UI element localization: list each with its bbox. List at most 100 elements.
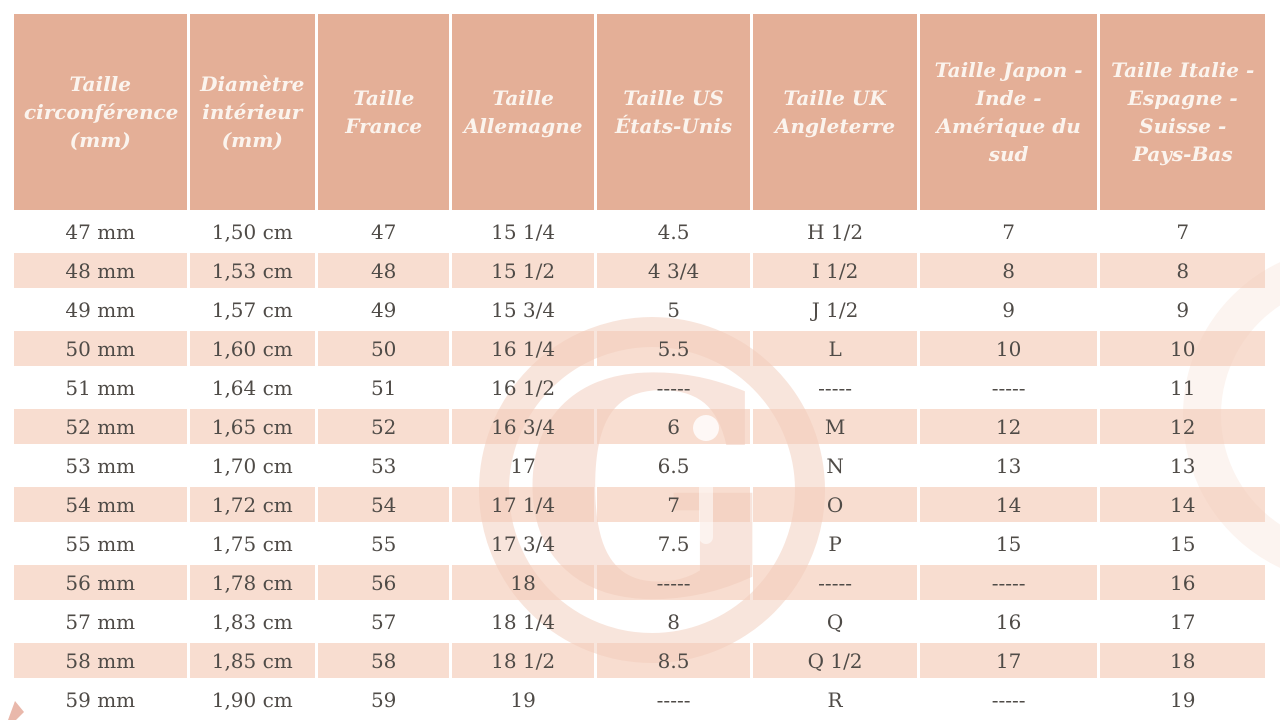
cell-value: 15 1/4 (491, 219, 556, 244)
cell-us: ----- (596, 565, 751, 600)
table-row: 56 mm 1,78 cm 56 18 ----- ----- ----- 16 (14, 565, 1265, 600)
cell-value: 9 (1176, 297, 1190, 322)
cell-inner-diameter: 1,85 cm (189, 643, 315, 678)
cell-circumference: 49 mm (14, 292, 187, 327)
cell-japan-india-south-america: 15 (920, 526, 1098, 561)
cell-italy-spain-switzerland-netherlands: 11 (1100, 370, 1265, 405)
column-header-italy-spain-switzerland-netherlands: Taille Italie - Espagne - Suisse - Pays-… (1100, 14, 1265, 210)
cell-germany: 15 3/4 (452, 292, 593, 327)
cell-value: 13 (1169, 453, 1196, 478)
cell-circumference: 55 mm (14, 526, 187, 561)
cell-uk: N (753, 448, 917, 483)
cell-us: 7 (596, 487, 751, 522)
table-body: 47 mm 1,50 cm 47 15 1/4 4.5 H 1/2 7 7 48… (14, 214, 1265, 717)
cell-value: 1,90 cm (211, 687, 293, 712)
cell-value: 1,65 cm (211, 414, 293, 439)
cell-value: ----- (656, 687, 691, 712)
cell-france: 57 (318, 604, 449, 639)
column-header-label: Taille US États-Unis (615, 86, 733, 138)
cell-value: 6 (667, 414, 680, 439)
cell-value: 54 (370, 492, 397, 517)
cell-inner-diameter: 1,53 cm (189, 253, 315, 288)
table-row: 54 mm 1,72 cm 54 17 1/4 7 O 14 14 (14, 487, 1265, 522)
cell-italy-spain-switzerland-netherlands: 14 (1100, 487, 1265, 522)
cell-inner-diameter: 1,90 cm (190, 682, 315, 717)
cell-value: 11 (1169, 375, 1196, 400)
cell-uk: O (753, 487, 917, 522)
cell-value: 17 1/4 (491, 492, 556, 517)
cell-value: ----- (818, 375, 852, 400)
cell-value: 57 mm (65, 609, 136, 634)
cell-uk: P (753, 526, 917, 561)
cell-value: 1,78 cm (211, 570, 293, 595)
cell-value: 4.5 (657, 219, 690, 244)
cell-japan-india-south-america: 8 (919, 253, 1098, 288)
cell-value: 48 (370, 258, 397, 283)
column-header-label: Taille France (345, 86, 423, 138)
cell-value: 8 (667, 609, 680, 634)
cell-france: 56 (317, 565, 450, 600)
cell-germany: 15 1/2 (452, 253, 594, 288)
cell-value: M (824, 414, 846, 439)
table-row: 58 mm 1,85 cm 58 18 1/2 8.5 Q 1/2 17 18 (14, 643, 1265, 678)
cell-uk: J 1/2 (753, 292, 917, 327)
cell-value: 5 (667, 297, 680, 322)
cell-japan-india-south-america: 9 (920, 292, 1098, 327)
cell-value: 58 mm (65, 648, 136, 673)
cell-value: ----- (991, 375, 1026, 400)
cell-italy-spain-switzerland-netherlands: 17 (1100, 604, 1265, 639)
cell-value: 57 (370, 609, 397, 634)
cell-italy-spain-switzerland-netherlands: 18 (1100, 643, 1265, 678)
cell-value: ----- (991, 687, 1026, 712)
cell-us: 4 3/4 (596, 253, 751, 288)
cell-value: 49 (370, 297, 397, 322)
cell-value: 16 1/4 (491, 336, 556, 361)
cell-japan-india-south-america: 14 (919, 487, 1098, 522)
cell-value: 56 (370, 570, 397, 595)
cell-value: 7 (1176, 219, 1190, 244)
cell-inner-diameter: 1,65 cm (189, 409, 315, 444)
cell-italy-spain-switzerland-netherlands: 7 (1100, 214, 1265, 249)
cell-value: 16 1/2 (491, 375, 556, 400)
cell-germany: 18 (452, 565, 594, 600)
column-header-uk: Taille UK Angleterre (753, 14, 917, 210)
cell-value: 1,85 cm (211, 648, 293, 673)
cell-value: 59 (370, 687, 397, 712)
ring-size-conversion-table: Taille circonférence (mm) Diamètre intér… (11, 10, 1268, 720)
cell-value: H 1/2 (807, 219, 864, 244)
cell-value: 12 (995, 414, 1022, 439)
cell-france: 54 (317, 487, 450, 522)
cell-uk: Q (753, 604, 917, 639)
cell-value: J 1/2 (811, 297, 859, 322)
table-row: 51 mm 1,64 cm 51 16 1/2 ----- ----- ----… (14, 370, 1265, 405)
cell-value: 47 (370, 219, 397, 244)
column-header-us: Taille US États-Unis (596, 14, 751, 210)
cell-germany: 18 1/4 (452, 604, 593, 639)
column-header-label: Taille Japon - Inde - Amérique du sud (934, 58, 1083, 166)
cell-circumference: 52 mm (14, 409, 187, 444)
cell-value: 56 mm (65, 570, 136, 595)
cell-value: 15 (995, 531, 1022, 556)
cell-us: 4.5 (597, 214, 750, 249)
cell-value: 10 (995, 336, 1022, 361)
cell-value: 9 (1002, 297, 1015, 322)
cell-value: N (826, 453, 844, 478)
cell-value: 17 3/4 (491, 531, 556, 556)
cell-inner-diameter: 1,75 cm (190, 526, 315, 561)
cell-us: 8.5 (596, 643, 751, 678)
table-row: 57 mm 1,83 cm 57 18 1/4 8 Q 16 17 (14, 604, 1265, 639)
cell-value: 5.5 (657, 336, 690, 361)
cell-value: 17 (995, 648, 1022, 673)
cell-circumference: 48 mm (14, 253, 187, 288)
table-row: 52 mm 1,65 cm 52 16 3/4 6 M 12 12 (14, 409, 1265, 444)
cell-uk: ----- (753, 565, 917, 600)
table-row: 50 mm 1,60 cm 50 16 1/4 5.5 L 10 10 (14, 331, 1265, 366)
table-row: 59 mm 1,90 cm 59 19 ----- R ----- 19 (14, 682, 1265, 717)
cell-value: 14 (995, 492, 1022, 517)
cell-value: 16 3/4 (491, 414, 556, 439)
cell-value: 1,64 cm (211, 375, 293, 400)
column-header-label: Taille circonférence (mm) (24, 72, 179, 152)
cell-value: 19 (1169, 687, 1196, 712)
cell-value: 51 mm (65, 375, 136, 400)
